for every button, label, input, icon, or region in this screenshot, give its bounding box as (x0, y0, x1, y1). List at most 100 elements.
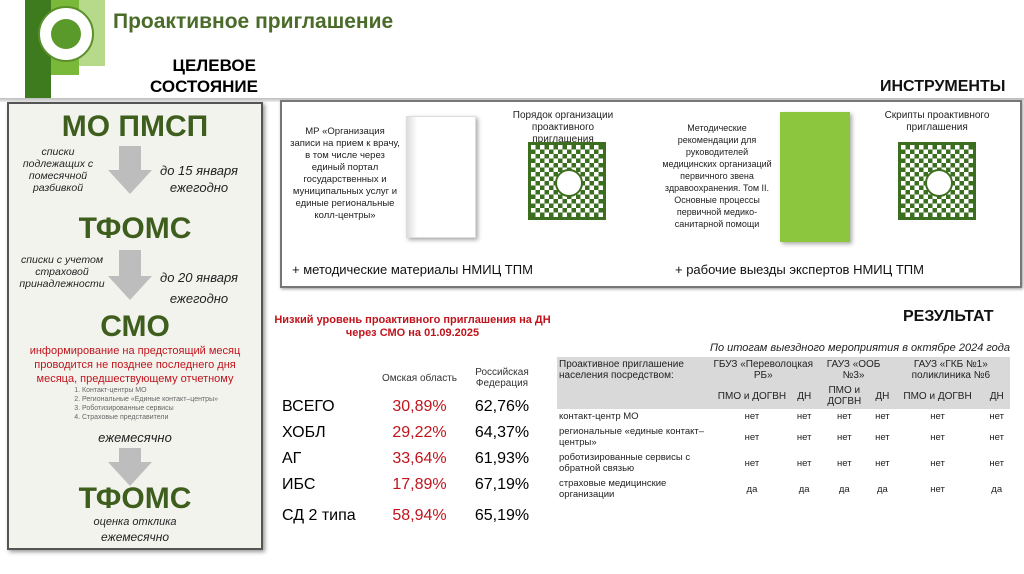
cell-value: нет (930, 457, 945, 469)
table-row: региональные «единые контакт–центры» нет н… (557, 424, 1010, 450)
page-title: Проактивное приглашение (113, 10, 394, 33)
row-label: ХОБЛ (282, 424, 326, 441)
channel-item: Роботизированные сервисы (82, 404, 218, 413)
sub-header: ДН (873, 383, 892, 409)
sub-header: ПМО и ДОГВН (711, 383, 793, 409)
result-subtitle: По итогам выездного мероприятия в октябр… (709, 342, 1010, 354)
cell-value: да (876, 483, 888, 495)
arrow-down-icon (108, 170, 152, 194)
plus-visits: + рабочие выезды экспертов НМИЦ ТПМ (675, 262, 924, 277)
cell-value: да (798, 483, 810, 495)
omsk-value: 17,89% (392, 476, 447, 493)
cell-value: нет (744, 411, 760, 422)
table-row: ИБС 17,89% 67,19% (282, 472, 542, 498)
step1-right: до 15 января ежегодно (160, 163, 238, 195)
cell-value: нет (989, 411, 1004, 422)
cell-value: нет (875, 411, 890, 422)
row-label: региональные «единые контакт–центры» (559, 426, 705, 448)
rf-value: 65,19% (474, 507, 530, 524)
cell-value: да (991, 483, 1003, 495)
channel-item: Страховые представители (82, 413, 218, 422)
rf-value: 61,93% (474, 450, 530, 467)
node-smo: СМО (100, 310, 170, 343)
tools-heading: ИНСТРУМЕНТЫ (880, 78, 1006, 95)
node-mo-pmsp: МО ПМСП (61, 110, 209, 143)
arrow-down-icon (108, 276, 152, 300)
qr-code-icon[interactable] (528, 142, 606, 220)
rf-value: 62,76% (474, 398, 530, 415)
channels-list: Контакт-центры МО Региональные «Единые к… (64, 386, 218, 422)
org-header: ГБУЗ «Переволоцкая РБ» (711, 357, 816, 383)
cell-value: нет (744, 457, 760, 469)
result-table: Проактивное приглашение населения посред… (557, 357, 1010, 502)
cell-value: нет (930, 431, 945, 443)
org-header: ГАУЗ «ГКБ №1» поликлиника №6 (891, 357, 1010, 383)
step4-a: оценка отклика (93, 516, 177, 528)
table-row: страховые медицинские организации да да да д… (557, 476, 1010, 502)
row-label: ВСЕГО (282, 398, 335, 415)
doc2-cover-image (780, 112, 850, 242)
table-row: контакт-центр МО нет нет нет нет нет нет (557, 409, 1010, 424)
omsk-value: 58,94% (392, 507, 447, 524)
cell-value: нет (837, 431, 852, 443)
cell-value: нет (989, 457, 1004, 469)
smo-note: информирование на предстоящий месяц пров… (29, 345, 241, 385)
channel-item: Контакт-центры МО (82, 386, 218, 395)
doc1-text: МР «Организация записи на прием к врачу,… (290, 126, 400, 221)
rf-value: 64,37% (474, 424, 530, 441)
table-header: Проактивное приглашение населения посред… (557, 357, 1010, 383)
qr1-label: Порядок организации проактивного приглаш… (512, 110, 614, 145)
row-label: страховые медицинские организации (559, 478, 667, 500)
arrow-down-icon (108, 462, 152, 486)
tools-panel: МР «Организация записи на прием к врачу,… (280, 100, 1022, 288)
cell-value: нет (837, 411, 852, 422)
table-row: ХОБЛ 29,22% 64,37% (282, 420, 542, 446)
cell-value: да (838, 483, 850, 495)
step4-b: ежемесячно (101, 530, 169, 544)
cell-value: нет (796, 457, 812, 469)
arrow-down-icon (119, 250, 141, 278)
target-heading: ЦЕЛЕВОЕ СОСТОЯНИЕ (150, 56, 258, 96)
column-header: Российская Федерация (475, 367, 529, 389)
table-row: СД 2 типа 58,94% 65,19% (282, 498, 542, 534)
channel-item: Региональные «Единые контакт–центры» (82, 395, 218, 404)
cell-value: нет (930, 411, 945, 422)
cell-value: нет (930, 483, 945, 495)
arrow-down-icon (119, 146, 141, 172)
cell-value: нет (875, 457, 890, 469)
cell-value: да (746, 483, 758, 495)
org-header: ГАУЗ «ООБ №3» (815, 357, 892, 383)
column-header: Омская область (381, 372, 458, 384)
omsk-value: 30,89% (392, 398, 447, 415)
low-level-title: Низкий уровень проактивного приглашения … (274, 314, 551, 339)
table-row: роботизированные сервисы с обратной связ… (557, 450, 1010, 476)
table-row: АГ 33,64% 61,93% (282, 446, 542, 472)
qr2-label: Скрипты проактивного приглашения (884, 110, 990, 133)
qr-code-icon[interactable] (898, 142, 976, 220)
row-label: роботизированные сервисы с обратной связ… (559, 452, 691, 474)
corner-header: Проактивное приглашение населения посред… (557, 357, 711, 383)
low-level-table: Омская область Российская Федерация ВСЕГ… (282, 362, 542, 534)
cell-value: нет (744, 431, 760, 443)
row-label: АГ (282, 450, 302, 467)
step3: ежемесячно (98, 430, 172, 445)
arrow-down-icon (119, 448, 141, 464)
sub-header: ДН (983, 383, 1010, 409)
doc2-text: Методические рекомендации для руководите… (662, 123, 772, 229)
cell-value: нет (989, 431, 1004, 443)
cell-value: нет (875, 431, 890, 443)
doc1-cover-image (406, 116, 476, 238)
cell-value: нет (796, 411, 812, 422)
rf-value: 67,19% (474, 476, 530, 493)
target-state-panel: МО ПМСП списки подлежащих с помесячной р… (7, 102, 263, 550)
step2-right: до 20 января ежегодно (160, 270, 238, 306)
step1-left: списки подлежащих с помесячной разбивкой (22, 146, 94, 194)
table-subheader: ПМО и ДОГВН ДН ПМО и ДОГВН ДН ПМО и ДОГВН Д… (557, 383, 1010, 409)
node-tfoms: ТФОМС (78, 212, 192, 245)
table-header: Омская область Российская Федерация (282, 362, 542, 394)
node-tfoms-final: ТФОМС (78, 482, 192, 515)
sub-header: ДН (792, 383, 816, 409)
cell-value: нет (796, 431, 812, 443)
row-label: контакт-центр МО (559, 411, 639, 422)
result-heading: РЕЗУЛЬТАТ (903, 308, 994, 325)
